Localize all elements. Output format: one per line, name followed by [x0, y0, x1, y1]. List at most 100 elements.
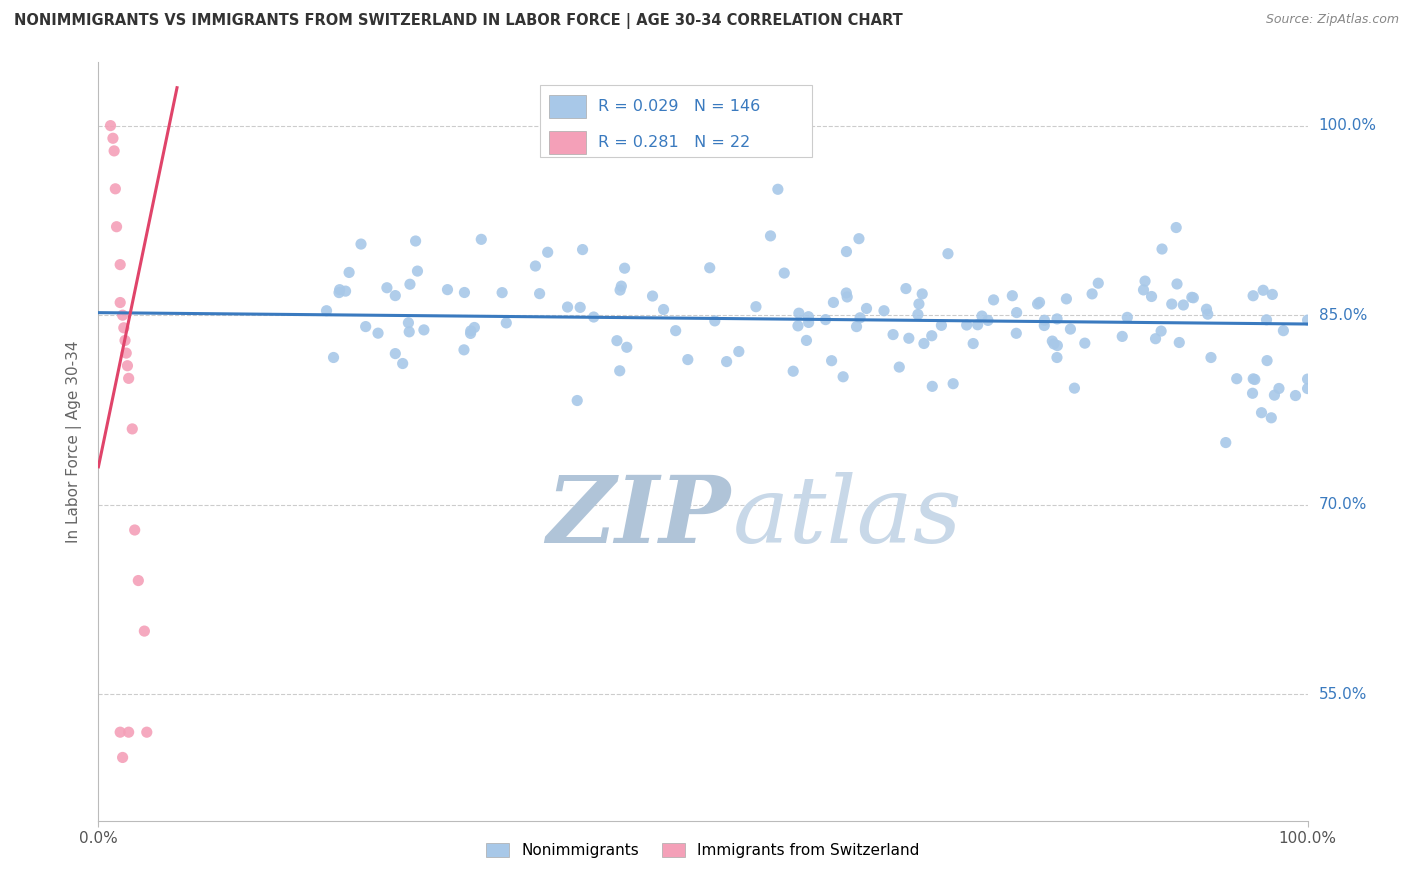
- Point: [100, 119, 122, 133]
- Point: [1166, 220, 1188, 235]
- Point: [787, 318, 810, 333]
- Point: [606, 334, 628, 348]
- Point: [1296, 382, 1319, 396]
- Point: [1166, 277, 1188, 291]
- Point: [716, 354, 738, 368]
- FancyBboxPatch shape: [550, 131, 586, 154]
- Point: [328, 285, 350, 300]
- Point: [882, 327, 904, 342]
- Point: [315, 303, 337, 318]
- Point: [1046, 312, 1069, 326]
- Point: [970, 309, 993, 323]
- Point: [1040, 334, 1063, 348]
- Text: ZIP: ZIP: [546, 473, 730, 562]
- Text: 70.0%: 70.0%: [1319, 497, 1367, 512]
- Y-axis label: In Labor Force | Age 30-34: In Labor Force | Age 30-34: [66, 340, 83, 543]
- Point: [1005, 326, 1028, 341]
- Point: [977, 313, 1000, 327]
- Point: [1081, 286, 1104, 301]
- Point: [835, 244, 858, 259]
- Point: [1043, 337, 1066, 351]
- Point: [835, 285, 858, 300]
- Point: [1054, 292, 1077, 306]
- Point: [335, 284, 357, 298]
- Point: [665, 324, 688, 338]
- Point: [699, 260, 721, 275]
- Point: [1272, 324, 1295, 338]
- Point: [399, 277, 422, 292]
- Point: [1046, 351, 1069, 365]
- Point: [1250, 406, 1272, 420]
- Point: [134, 624, 156, 639]
- Point: [609, 364, 631, 378]
- Point: [367, 326, 389, 341]
- Point: [1256, 353, 1278, 368]
- Point: [453, 285, 475, 300]
- Text: R = 0.029   N = 146: R = 0.029 N = 146: [598, 99, 761, 114]
- Point: [127, 574, 149, 588]
- Point: [907, 308, 929, 322]
- Point: [529, 286, 551, 301]
- Point: [329, 283, 352, 297]
- Point: [105, 219, 128, 234]
- Point: [613, 261, 636, 276]
- Point: [921, 379, 943, 393]
- Point: [405, 234, 427, 248]
- Point: [703, 314, 725, 328]
- Point: [524, 259, 547, 273]
- Point: [1241, 289, 1264, 303]
- Point: [1150, 324, 1173, 338]
- Point: [1033, 313, 1056, 327]
- Point: [1160, 297, 1182, 311]
- Point: [108, 725, 131, 739]
- Point: [1150, 242, 1173, 256]
- Point: [823, 295, 845, 310]
- Point: [796, 334, 818, 348]
- Point: [1111, 329, 1133, 343]
- Text: 85.0%: 85.0%: [1319, 308, 1367, 323]
- Point: [962, 336, 984, 351]
- Point: [908, 297, 931, 311]
- Point: [112, 321, 135, 335]
- Point: [337, 265, 360, 279]
- Point: [849, 310, 872, 325]
- Point: [108, 295, 131, 310]
- Point: [101, 131, 124, 145]
- Text: atlas: atlas: [734, 473, 963, 562]
- Point: [375, 281, 398, 295]
- Point: [1046, 338, 1069, 352]
- Point: [557, 300, 579, 314]
- Point: [1133, 274, 1156, 288]
- Point: [582, 310, 605, 324]
- Point: [118, 371, 141, 385]
- Point: [406, 264, 429, 278]
- Point: [1197, 307, 1219, 321]
- Point: [652, 302, 675, 317]
- Text: 55.0%: 55.0%: [1319, 687, 1367, 702]
- Point: [931, 318, 953, 333]
- Point: [571, 243, 593, 257]
- Point: [983, 293, 1005, 307]
- Point: [814, 312, 837, 326]
- Point: [1063, 381, 1085, 395]
- Point: [1296, 313, 1319, 327]
- Point: [797, 315, 820, 329]
- Text: NONIMMIGRANTS VS IMMIGRANTS FROM SWITZERLAND IN LABOR FORCE | AGE 30-34 CORRELAT: NONIMMIGRANTS VS IMMIGRANTS FROM SWITZER…: [14, 13, 903, 29]
- Point: [354, 319, 377, 334]
- Point: [773, 266, 796, 280]
- Point: [491, 285, 513, 300]
- Point: [111, 308, 134, 322]
- FancyBboxPatch shape: [550, 95, 586, 118]
- Point: [897, 331, 920, 345]
- Point: [766, 182, 789, 196]
- Point: [873, 303, 896, 318]
- Point: [1033, 318, 1056, 333]
- Point: [845, 319, 868, 334]
- Point: [463, 320, 485, 334]
- Point: [1182, 291, 1205, 305]
- Point: [1268, 382, 1291, 396]
- Text: Source: ZipAtlas.com: Source: ZipAtlas.com: [1265, 13, 1399, 27]
- Point: [121, 422, 143, 436]
- Point: [103, 144, 125, 158]
- Point: [1215, 435, 1237, 450]
